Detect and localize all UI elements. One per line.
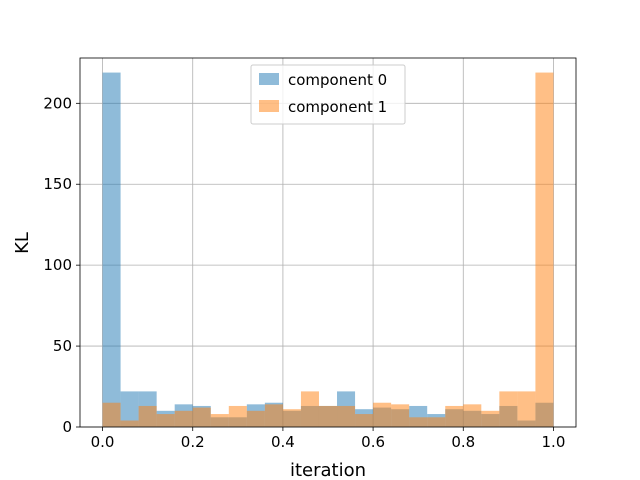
- legend-swatch-component-1: [259, 100, 279, 112]
- histogram-bar-component-1: [138, 405, 157, 427]
- plot-frame: [79, 57, 577, 428]
- y-tick-label: 50: [53, 337, 72, 355]
- legend-label-component-1: component 1: [288, 98, 387, 116]
- legend-label-component-0: component 0: [288, 71, 387, 89]
- legend-swatch-component-0: [259, 73, 279, 85]
- histogram-bar-component-1: [210, 414, 229, 427]
- y-tick-label: 150: [43, 175, 72, 193]
- histogram-bar-component-1: [156, 414, 175, 427]
- x-tick-label: 0.4: [271, 433, 295, 451]
- histogram-bar-component-1: [373, 402, 392, 427]
- histogram-bar-component-1: [120, 420, 139, 427]
- y-tick-label: 100: [43, 256, 72, 274]
- histogram-bar-component-1: [192, 407, 211, 427]
- histogram-bar-component-1: [517, 391, 536, 427]
- histogram-bar-component-1: [409, 417, 428, 427]
- histogram-bar-component-0: [120, 391, 139, 427]
- histogram-bar-component-1: [355, 414, 374, 427]
- histogram-bar-component-1: [246, 410, 265, 427]
- histogram-bar-component-1: [337, 405, 356, 427]
- histogram-bar-component-1: [318, 405, 338, 427]
- histogram-bar-component-1: [391, 404, 410, 427]
- histogram-bar-component-1: [228, 405, 247, 427]
- y-axis-label: KL: [12, 232, 33, 254]
- bars: [102, 72, 554, 427]
- histogram-bar-component-1: [174, 410, 193, 427]
- histogram-bar-component-1: [282, 409, 301, 427]
- histogram-bar-component-1: [445, 405, 464, 427]
- histogram-bar-component-1: [499, 391, 518, 427]
- x-tick-label: 0.0: [91, 433, 115, 451]
- legend: component 0 component 1: [250, 64, 406, 125]
- x-tick-label: 0.6: [361, 433, 385, 451]
- y-tick-label: 0: [62, 418, 72, 436]
- histogram-bar-component-1: [427, 417, 446, 427]
- y-tick-label: 200: [43, 94, 72, 112]
- histogram-bar-component-1: [535, 72, 554, 427]
- histogram-bar-component-1: [481, 410, 500, 427]
- histogram-bar-component-0: [102, 72, 121, 427]
- ticks: 0.0 0.2 0.4 0.6 0.8 1.0 0 50 100 150 200: [43, 94, 565, 451]
- x-axis-label: iteration: [290, 460, 366, 480]
- histogram-bar-component-1: [463, 404, 482, 427]
- x-tick-label: 1.0: [542, 433, 566, 451]
- x-tick-label: 0.2: [181, 433, 205, 451]
- histogram-bar-component-1: [300, 391, 319, 427]
- histogram-bar-component-1: [102, 402, 121, 427]
- histogram-bar-component-1: [264, 404, 283, 427]
- x-tick-label: 0.8: [451, 433, 475, 451]
- legend-box: [250, 64, 406, 125]
